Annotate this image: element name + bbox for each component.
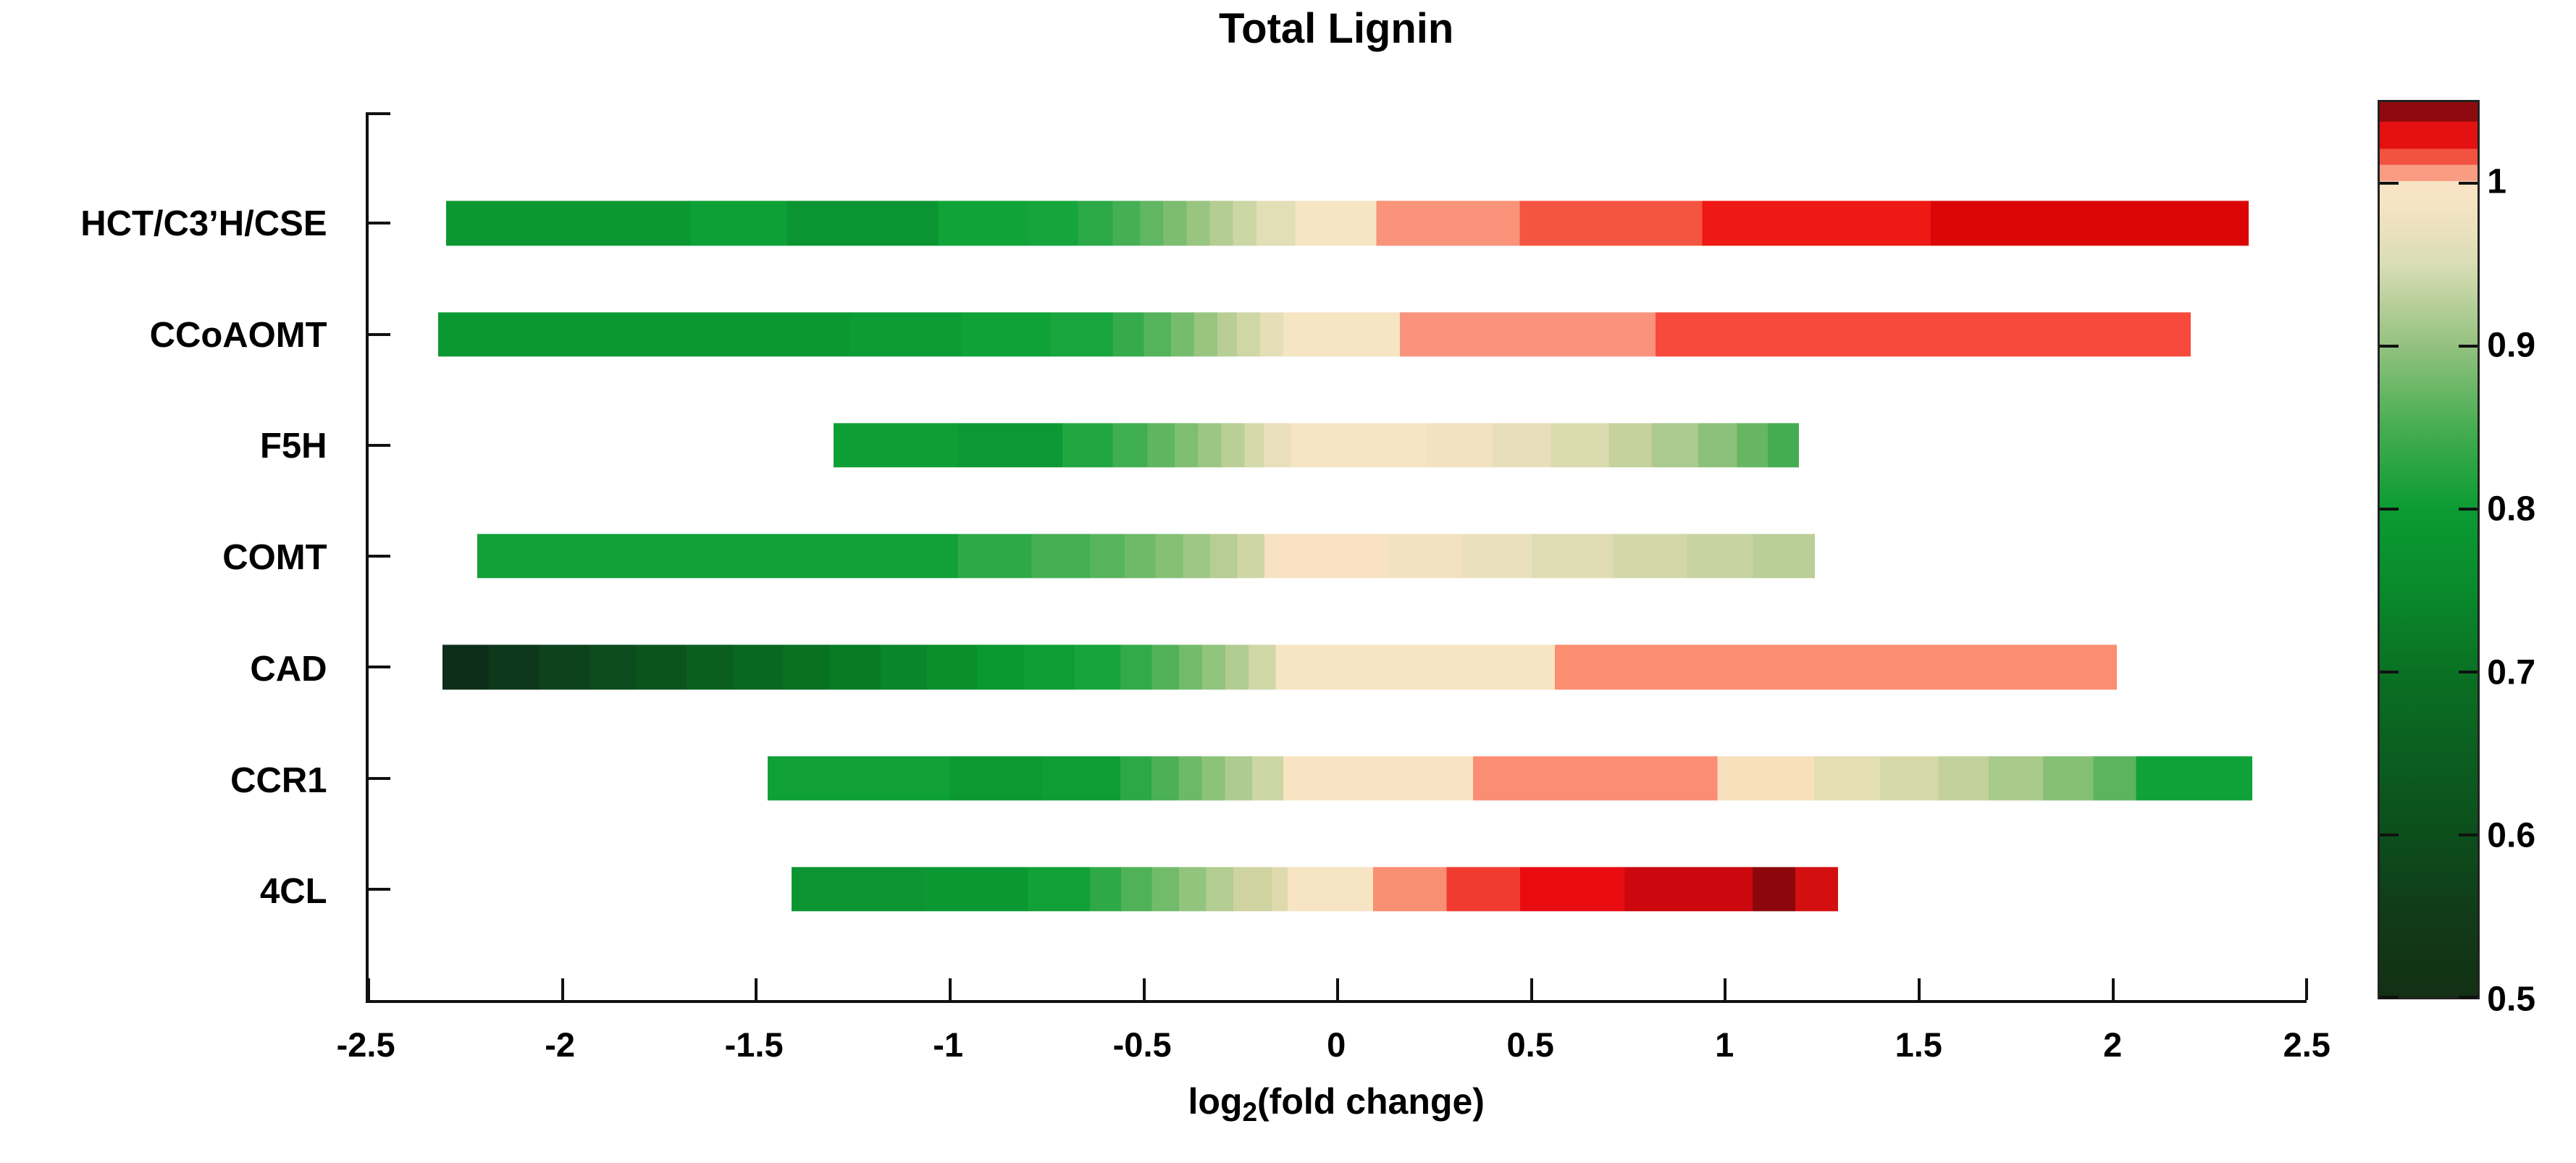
- colorbar-tick-label: 1: [2487, 162, 2506, 201]
- colorbar-tick-label: 0.5: [2487, 980, 2536, 1019]
- x-tick-label: 2.5: [2283, 1025, 2330, 1064]
- y-axis-tick: [369, 776, 391, 780]
- heat-bar: [477, 534, 1815, 579]
- colorbar-tick: [2458, 670, 2478, 673]
- colorbar-tick-label: 0.8: [2487, 490, 2536, 529]
- y-axis-label: 4CL: [259, 872, 327, 912]
- x-axis-tick: [1724, 978, 1727, 1001]
- y-axis-end-tick: [369, 112, 391, 115]
- y-axis-label: COMT: [222, 538, 327, 578]
- x-tick-label: 1: [1715, 1025, 1734, 1064]
- colorbar-tick: [2380, 345, 2399, 348]
- x-tick-label: -1: [933, 1025, 964, 1064]
- colorbar-tick-label: 0.7: [2487, 653, 2536, 692]
- heat-bar: [438, 311, 2191, 357]
- x-tick-label: 2: [2103, 1025, 2123, 1064]
- colorbar-tick: [2458, 508, 2478, 511]
- heat-bar: [768, 755, 2253, 801]
- heat-bar: [791, 867, 1838, 912]
- y-axis-label: CCR1: [230, 760, 327, 800]
- y-axis-label: CCoAOMT: [149, 315, 327, 355]
- colorbar-tick: [2458, 833, 2478, 836]
- x-axis-tick: [2111, 978, 2115, 1001]
- x-tick-label: 1.5: [1895, 1025, 1942, 1064]
- plot-area: [366, 112, 2309, 1004]
- y-axis-label: CAD: [250, 649, 327, 689]
- x-axis-tick: [1530, 978, 1533, 1001]
- chart-title: Total Lignin: [1219, 5, 1454, 53]
- heat-bar: [834, 423, 1800, 468]
- colorbar-tick: [2458, 182, 2478, 185]
- x-axis-tick: [2305, 978, 2309, 1001]
- colorbar: [2378, 100, 2480, 1000]
- y-axis-tick: [369, 222, 391, 225]
- y-axis-tick: [369, 666, 391, 669]
- x-axis-tick: [561, 978, 564, 1001]
- x-axis-tick: [1918, 978, 1921, 1001]
- x-axis-tick: [1336, 978, 1340, 1001]
- y-axis-tick: [369, 443, 391, 447]
- y-axis-label: F5H: [259, 427, 327, 466]
- colorbar-gradient: [2380, 102, 2478, 998]
- x-tick-label: -2.5: [336, 1025, 395, 1064]
- x-tick-label: 0: [1327, 1025, 1346, 1064]
- y-axis-labels: HCT/C3’H/CSE CCoAOMT F5H COMT CAD CCR1 4CL: [0, 112, 340, 1003]
- colorbar-tick-label: 0.9: [2487, 326, 2536, 365]
- y-axis-label: HCT/C3’H/CSE: [80, 203, 327, 243]
- colorbar-labels: 1 0.9 0.8 0.7 0.6 0.5: [2487, 100, 2575, 1019]
- colorbar-tick: [2458, 996, 2478, 999]
- x-tick-label: -1.5: [724, 1025, 784, 1064]
- x-axis-title-rest: (fold change): [1257, 1080, 1485, 1122]
- x-axis-tick: [1142, 978, 1146, 1001]
- x-axis-title-base: log: [1188, 1080, 1243, 1122]
- y-axis-tick: [369, 887, 391, 891]
- x-axis-tick: [755, 978, 758, 1001]
- colorbar-tick: [2380, 670, 2399, 673]
- y-axis-tick: [369, 555, 391, 558]
- x-axis-tick: [367, 978, 371, 1001]
- y-axis-tick: [369, 332, 391, 336]
- x-tick-label: -0.5: [1112, 1025, 1172, 1064]
- heat-bar: [442, 645, 2117, 689]
- x-axis-title: log2(fold change): [366, 1080, 2307, 1127]
- colorbar-tick: [2380, 182, 2399, 185]
- colorbar-tick: [2380, 996, 2399, 999]
- colorbar-tick: [2458, 345, 2478, 348]
- colorbar-tick-label: 0.6: [2487, 816, 2536, 855]
- x-tick-label: -2: [545, 1025, 576, 1064]
- x-tick-labels: -2.5 -2 -1.5 -1 -0.5 0 0.5 1 1.5 2 2.5: [337, 1025, 2330, 1077]
- colorbar-tick: [2380, 508, 2399, 511]
- colorbar-tick: [2380, 833, 2399, 836]
- x-axis-tick: [948, 978, 952, 1001]
- x-tick-label: 0.5: [1506, 1025, 1554, 1064]
- heat-bar: [446, 201, 2249, 245]
- x-axis-title-subscript: 2: [1242, 1097, 1258, 1128]
